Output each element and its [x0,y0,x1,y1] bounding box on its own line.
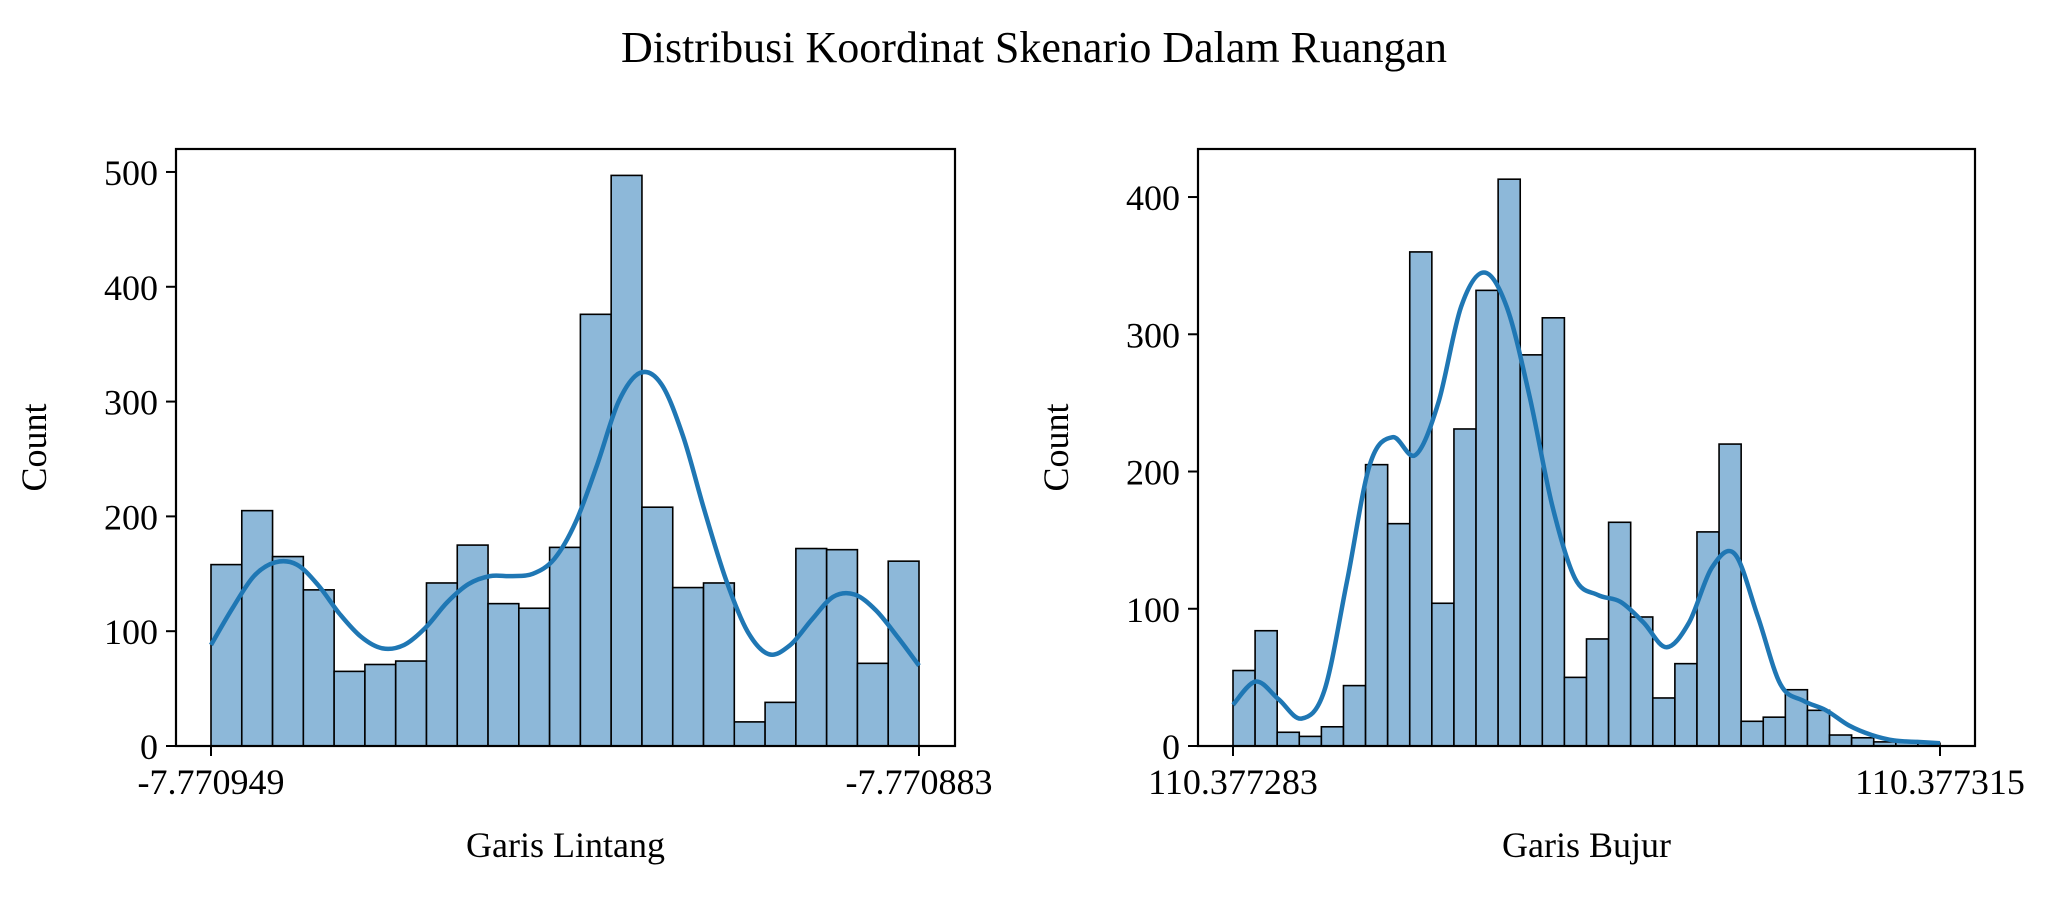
histogram-bar [1320,725,1345,747]
x-tick-label: 110.377315 [1855,762,2025,802]
histogram-bar [240,509,274,747]
x-tick-label: 110.377283 [1148,762,1318,802]
y-axis-label: Count [1036,403,1076,491]
histogram-bar [1850,736,1875,747]
histogram-bar [671,586,705,747]
histogram-bar [641,506,674,747]
histogram-bar [1762,716,1787,747]
x-tick-label: -7.770949 [138,762,285,802]
histogram-bar [1497,178,1522,747]
figure-title: Distribusi Koordinat Skenario Dalam Ruan… [620,23,1448,72]
histogram-bar [764,701,797,747]
histogram-bar [1408,251,1433,747]
panel-latitude: 0 100 200 300 400 500 -7.770949 -7.770883 Garis … [14,147,993,865]
histogram-bar [548,546,582,747]
kde-line [209,369,921,667]
histogram-bar [364,663,397,747]
y-tick-label: 200 [104,497,158,537]
histogram-bar [1806,709,1831,747]
histogram-bar [518,607,551,747]
histogram-bar [1342,684,1367,747]
histogram-bar [302,589,335,747]
histogram-bar [1674,662,1698,747]
histogram-bar [210,563,243,747]
histogram-bar [795,547,828,747]
x-tick-label: -7.770883 [846,762,993,802]
histogram-bar [1585,638,1610,747]
y-tick-label: 0 [140,727,158,767]
histogram-bar [579,313,612,747]
histogram-bar [1453,428,1477,747]
histogram-bar [1298,735,1323,747]
histogram-bar [702,582,736,747]
histogram-bar [887,560,920,747]
histogram-bar [456,544,489,747]
x-axis-label: Garis Lintang [466,825,665,865]
y-tick-label: 400 [104,268,158,308]
histogram-bar [610,174,643,747]
y-tick-label: 300 [104,383,158,423]
histogram-bar [1386,522,1411,747]
histogram-bar [825,548,859,747]
y-tick-label: 200 [1126,453,1180,493]
histogram-bar [1828,734,1853,747]
y-tick-label: 300 [1126,315,1180,355]
axes-frame [1196,147,1977,748]
y-tick-label: 100 [104,612,158,652]
histogram-bar [1607,521,1632,747]
histogram-bar [1651,697,1676,747]
histogram-bar [1718,443,1742,747]
histogram-bar [856,662,890,747]
histogram-bar [1475,289,1499,747]
histogram-bar [1740,720,1765,747]
histogram-bar [1629,616,1654,747]
y-axis-label: Count [14,403,54,491]
histogram-bar [1364,463,1389,747]
histogram-bar [271,555,305,747]
y-tick-label: 400 [1126,178,1180,218]
kde-line [1231,270,1941,746]
y-tick-label: 100 [1126,590,1180,630]
histogram-bar [733,721,766,747]
panel-longitude: 0 100 200 300 400 110.377283 110.377315 Garis B… [1036,147,2025,865]
y-tick-label: 500 [104,153,158,193]
histogram-bar [1563,676,1588,747]
histogram-bar [1276,731,1301,747]
histogram-bar [1431,602,1455,747]
histogram-bar [487,602,520,747]
y-tick-label: 0 [1162,727,1180,767]
axes-frame [174,147,957,748]
x-axis-label: Garis Bujur [1502,825,1671,865]
histogram-bar [333,670,366,747]
histogram-bar [394,660,428,747]
